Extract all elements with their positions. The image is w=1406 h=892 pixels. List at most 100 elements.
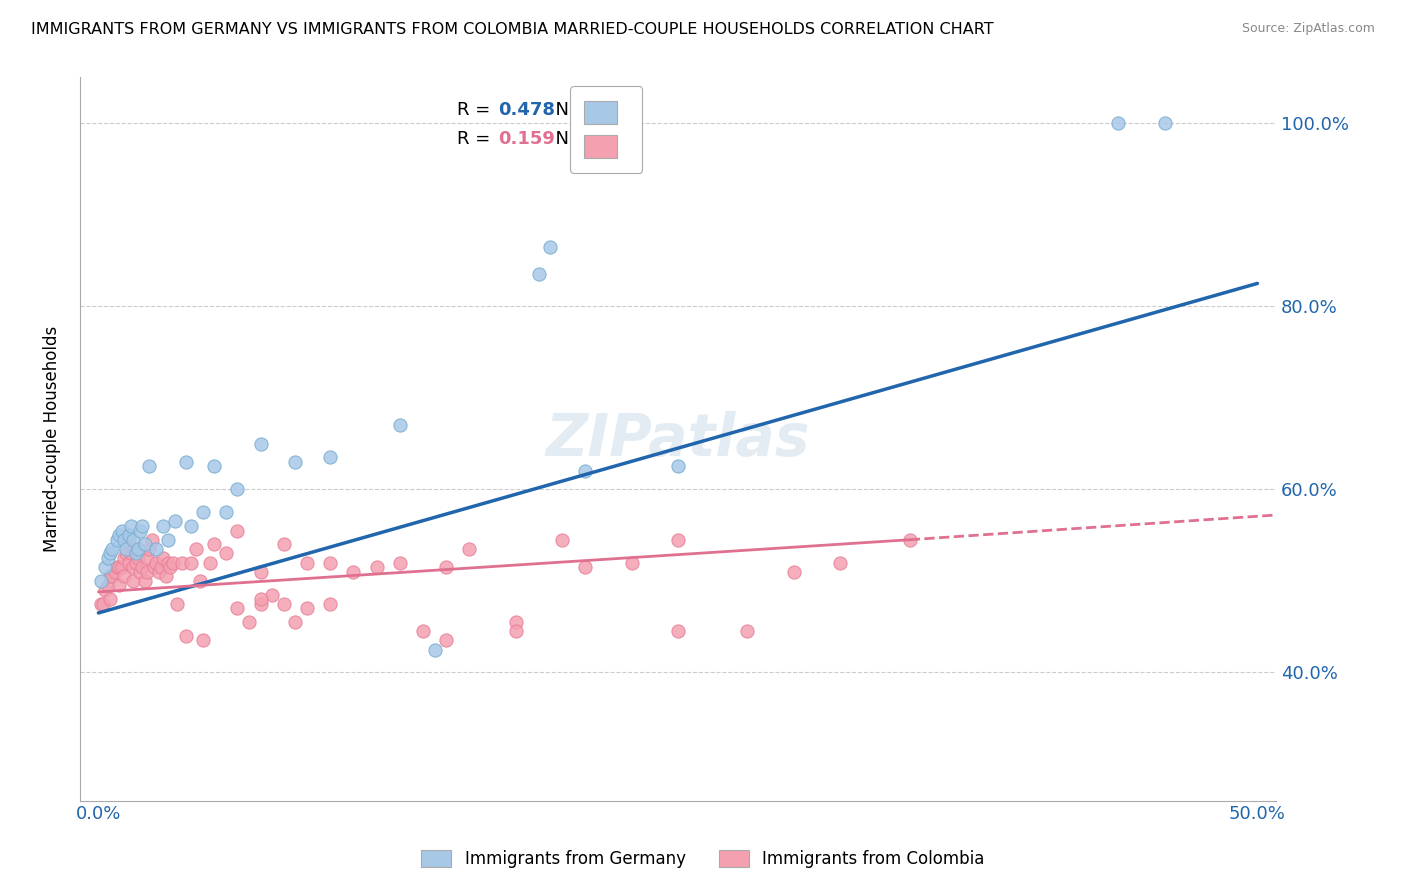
Point <box>551 533 574 547</box>
Point <box>105 533 128 547</box>
Point <box>434 633 457 648</box>
Point <box>97 551 120 566</box>
Point <box>284 615 307 629</box>
Point <box>342 565 364 579</box>
Point <box>202 537 225 551</box>
Legend: Immigrants from Germany, Immigrants from Colombia: Immigrants from Germany, Immigrants from… <box>413 842 993 877</box>
Point <box>666 624 689 639</box>
Point <box>120 519 142 533</box>
Point <box>90 574 112 588</box>
Point <box>737 624 759 639</box>
Point <box>131 560 153 574</box>
Point <box>249 597 271 611</box>
Point <box>666 459 689 474</box>
Point <box>176 629 198 643</box>
Point <box>527 267 550 281</box>
Point <box>666 533 689 547</box>
Point <box>249 592 271 607</box>
Point <box>284 455 307 469</box>
Point <box>129 565 152 579</box>
Point <box>412 624 434 639</box>
Point <box>112 569 135 583</box>
Point <box>319 556 342 570</box>
Point <box>388 418 411 433</box>
Point <box>273 597 295 611</box>
Point <box>366 560 388 574</box>
Text: N =: N = <box>544 101 596 119</box>
Point <box>97 578 120 592</box>
Point <box>319 597 342 611</box>
Point <box>124 546 146 560</box>
Point <box>145 556 167 570</box>
Text: 40: 40 <box>576 101 602 119</box>
Point <box>148 565 170 579</box>
Point <box>91 597 114 611</box>
Point <box>295 556 318 570</box>
Point <box>108 528 131 542</box>
Point <box>898 533 921 547</box>
Text: 0.159: 0.159 <box>499 130 555 148</box>
Point <box>176 455 198 469</box>
Point <box>319 450 342 465</box>
Point <box>104 565 127 579</box>
Point <box>226 601 249 615</box>
Point <box>226 524 249 538</box>
Point <box>112 533 135 547</box>
Point <box>180 519 202 533</box>
Point <box>215 505 238 519</box>
Point <box>238 615 260 629</box>
Point <box>117 556 139 570</box>
Point <box>127 551 149 566</box>
Point <box>162 556 184 570</box>
Point <box>249 565 271 579</box>
Text: 81: 81 <box>576 130 602 148</box>
Point <box>101 569 124 583</box>
Point <box>127 541 149 556</box>
Point <box>190 574 212 588</box>
Point <box>1107 116 1129 130</box>
Point <box>108 578 131 592</box>
Text: ZIPatlas: ZIPatlas <box>546 410 810 467</box>
Point <box>115 541 138 556</box>
Point <box>423 642 446 657</box>
Point <box>538 240 561 254</box>
Y-axis label: Married-couple Households: Married-couple Households <box>44 326 60 552</box>
Point <box>145 541 167 556</box>
Point <box>505 615 527 629</box>
Point <box>122 533 145 547</box>
Point <box>101 541 124 556</box>
Point <box>166 597 188 611</box>
Text: IMMIGRANTS FROM GERMANY VS IMMIGRANTS FROM COLOMBIA MARRIED-COUPLE HOUSEHOLDS CO: IMMIGRANTS FROM GERMANY VS IMMIGRANTS FR… <box>31 22 994 37</box>
Point <box>136 565 159 579</box>
Point <box>98 546 121 560</box>
Point <box>150 560 173 574</box>
Point <box>134 574 156 588</box>
Text: R =: R = <box>457 101 502 119</box>
Point <box>458 541 481 556</box>
Point <box>110 560 132 574</box>
Point <box>108 560 131 574</box>
Point <box>112 551 135 566</box>
Point <box>249 436 271 450</box>
Point <box>156 533 179 547</box>
Point <box>129 524 152 538</box>
Point <box>156 556 179 570</box>
Point <box>262 588 284 602</box>
Point <box>138 541 160 556</box>
Point <box>180 556 202 570</box>
Point <box>170 556 193 570</box>
Point <box>574 464 596 478</box>
Point <box>159 560 181 574</box>
Point <box>131 519 153 533</box>
Point <box>388 556 411 570</box>
Point <box>110 524 132 538</box>
Point <box>94 583 117 598</box>
Point <box>295 601 318 615</box>
Text: R =: R = <box>457 130 502 148</box>
Point <box>163 515 186 529</box>
Legend: , : , <box>569 87 643 172</box>
Point <box>98 569 121 583</box>
Point <box>134 537 156 551</box>
Point <box>138 459 160 474</box>
Point <box>152 551 174 566</box>
